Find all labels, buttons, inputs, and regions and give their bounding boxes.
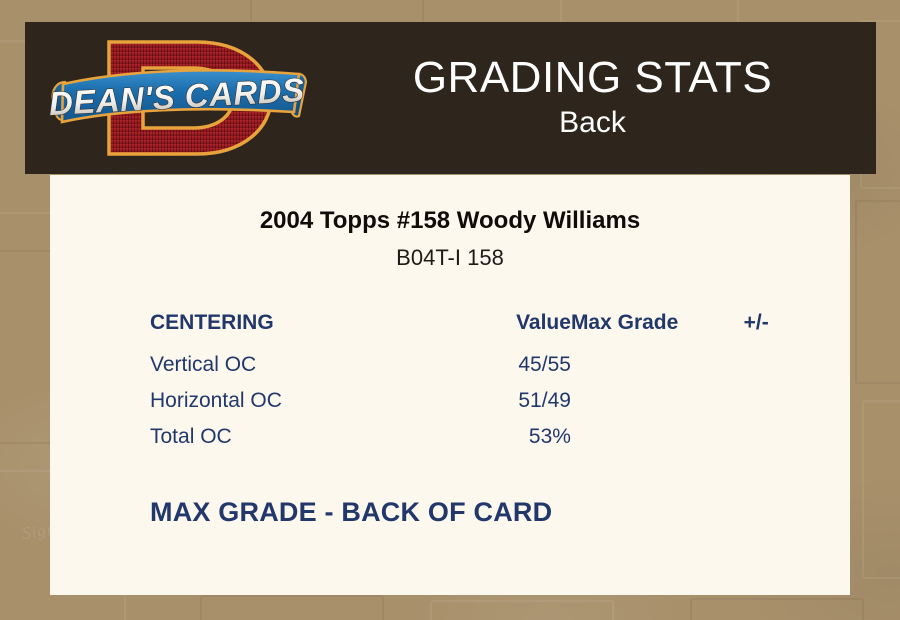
background-card-frame: [200, 595, 384, 620]
row-max-grade: [571, 419, 744, 455]
row-max-grade: [571, 347, 744, 383]
max-grade-heading: MAX GRADE - BACK OF CARD: [150, 497, 553, 527]
table-row: Vertical OC 45/55: [150, 347, 830, 383]
table-row: Total OC 53%: [150, 419, 830, 455]
header-bar: DEAN'S CARDS GRADING STATS Back: [25, 22, 876, 174]
column-header-max-grade: Max Grade: [570, 311, 679, 334]
column-header-centering: CENTERING: [150, 311, 274, 334]
row-value: 53%: [528, 425, 571, 448]
logo-ribbon: DEAN'S CARDS: [47, 69, 308, 124]
deans-cards-logo[interactable]: DEAN'S CARDS: [47, 28, 312, 168]
table-row: Horizontal OC 51/49: [150, 383, 830, 419]
page-subtitle: Back: [559, 105, 626, 139]
row-value: 51/49: [518, 389, 571, 412]
row-label: Total OC: [150, 425, 232, 448]
row-label: Horizontal OC: [150, 389, 282, 412]
page-title: GRADING STATS: [412, 52, 773, 102]
card-title: 2004 Topps #158 Woody Williams: [259, 207, 641, 234]
row-plus-minus: [744, 347, 830, 383]
background-card-frame: [430, 600, 614, 620]
background-card-frame: [862, 400, 900, 579]
row-plus-minus: [744, 383, 830, 419]
header-title-block: GRADING STATS Back: [315, 22, 870, 174]
row-label: Vertical OC: [150, 353, 257, 376]
table-header-row: CENTERING Value Max Grade +/-: [150, 305, 830, 347]
centering-stats-table: CENTERING Value Max Grade +/- Vertical O…: [150, 305, 830, 455]
content-panel: 2004 Topps #158 Woody Williams B04T-I 15…: [50, 175, 850, 595]
column-header-value: Value: [516, 311, 571, 334]
column-header-plus-minus: +/-: [743, 311, 769, 334]
row-plus-minus: [744, 419, 830, 455]
row-value: 45/55: [518, 353, 571, 376]
row-max-grade: [571, 383, 744, 419]
background-card-frame: [690, 598, 864, 620]
card-code: B04T-I 158: [396, 245, 504, 270]
background-card-frame: [855, 200, 900, 384]
